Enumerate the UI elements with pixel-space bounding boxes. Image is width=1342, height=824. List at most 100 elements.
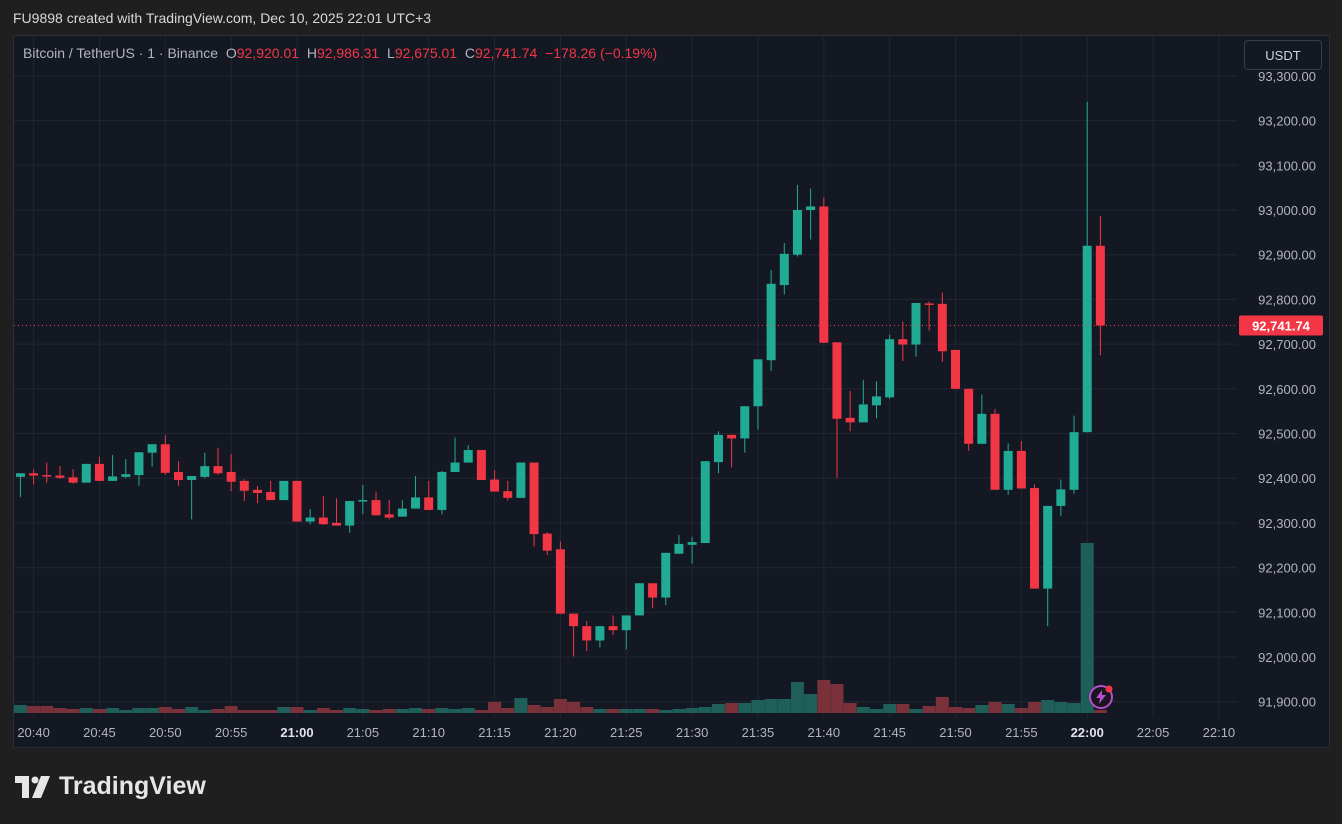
time-tick-label: 22:10 xyxy=(1203,725,1236,740)
volume-bar xyxy=(1054,702,1068,713)
candle-body xyxy=(173,471,183,480)
candle-body xyxy=(871,396,881,406)
time-tick-label: 21:15 xyxy=(478,725,511,740)
last-price-badge xyxy=(1239,315,1323,336)
currency-button[interactable]: USDT xyxy=(1244,40,1322,70)
volume-bar xyxy=(119,710,133,713)
candle-body xyxy=(266,492,276,501)
candle-body xyxy=(661,552,671,598)
candle-body xyxy=(371,500,381,516)
candle-body xyxy=(239,480,249,491)
price-tick-label: 92,400.00 xyxy=(1258,471,1316,486)
volume-bar xyxy=(672,709,686,713)
candle-body xyxy=(595,626,605,641)
volume-bar xyxy=(448,709,462,713)
lightning-icon[interactable] xyxy=(1088,684,1114,710)
volume-bar xyxy=(817,680,831,713)
time-tick-label: 21:05 xyxy=(347,725,380,740)
price-tick-label: 92,300.00 xyxy=(1258,516,1316,531)
symbol-name[interactable]: Bitcoin / TetherUS · 1 · Binance xyxy=(23,45,219,61)
volume-bar xyxy=(171,709,185,713)
volume-bar xyxy=(474,710,488,713)
candle-body xyxy=(384,514,394,518)
candle-body xyxy=(134,452,144,476)
time-tick-label: 21:50 xyxy=(939,725,972,740)
volume-bar xyxy=(869,709,883,713)
candle-body xyxy=(437,471,447,510)
candle-body xyxy=(68,477,78,483)
low-label: L xyxy=(387,45,395,61)
volume-bar xyxy=(619,709,633,713)
candle-body xyxy=(411,497,421,509)
volume-bar xyxy=(962,708,976,713)
candle-body xyxy=(516,462,526,498)
candle-body xyxy=(252,489,262,493)
price-tick-label: 92,700.00 xyxy=(1258,337,1316,352)
price-tick-label: 92,600.00 xyxy=(1258,382,1316,397)
volume-bar xyxy=(198,710,212,713)
axes: 91,900.00 92,000.00 92,100.00 92,200.00 92,3… xyxy=(14,69,1323,740)
candle-body xyxy=(463,450,473,463)
candle-body xyxy=(332,522,342,526)
volume-bar xyxy=(711,704,725,713)
volume-bar xyxy=(145,708,159,713)
tradingview-logo-icon xyxy=(15,775,50,798)
volume-bar xyxy=(382,709,396,713)
volume-bar xyxy=(593,709,607,713)
volume-bar xyxy=(66,709,80,713)
candle-body xyxy=(1016,450,1026,489)
candle-body xyxy=(727,434,737,439)
candle-body xyxy=(292,480,302,522)
volume-bar xyxy=(53,708,67,713)
volume-bar xyxy=(843,703,857,713)
price-tick-label: 93,300.00 xyxy=(1258,69,1316,84)
volume-bar xyxy=(646,709,660,713)
candle-body xyxy=(924,303,934,305)
candle-body xyxy=(29,473,39,476)
candle-body xyxy=(977,413,987,444)
candle-body xyxy=(555,549,565,614)
candle-body xyxy=(740,406,750,439)
candle-body xyxy=(529,462,539,535)
candle-body xyxy=(279,480,289,501)
open-label: O xyxy=(225,45,237,61)
candle-body xyxy=(450,462,460,472)
volume-bar xyxy=(343,708,357,713)
candle-body xyxy=(213,466,223,474)
candle-body xyxy=(1069,432,1079,490)
candle-body xyxy=(1003,450,1013,490)
candle-body xyxy=(345,500,355,526)
volume-bar xyxy=(777,699,791,713)
candle-body xyxy=(648,583,658,598)
candle-body xyxy=(885,339,895,398)
price-tick-label: 92,200.00 xyxy=(1258,561,1316,576)
time-tick-label: 22:05 xyxy=(1137,725,1170,740)
volume-bar xyxy=(1080,543,1094,713)
time-tick-label: 21:55 xyxy=(1005,725,1038,740)
time-tick-label: 21:20 xyxy=(544,725,577,740)
volume-bar xyxy=(13,705,27,713)
price-tick-label: 92,100.00 xyxy=(1258,605,1316,620)
tradingview-logo[interactable]: TradingView xyxy=(15,772,206,801)
volume-bar xyxy=(632,709,646,713)
volume-bar xyxy=(975,705,989,713)
volume-bar xyxy=(540,707,554,713)
volume-bar xyxy=(303,710,317,713)
volume-bar xyxy=(356,709,370,713)
ohlc-legend: Bitcoin / TetherUS · 1 · Binance O92,920… xyxy=(23,45,657,61)
candle-body xyxy=(1095,245,1105,326)
candle-body xyxy=(358,500,368,502)
candle-body xyxy=(937,303,947,352)
price-tick-label: 93,000.00 xyxy=(1258,203,1316,218)
candle-body xyxy=(108,476,118,481)
candle-body xyxy=(397,508,407,517)
chart-panel[interactable] xyxy=(13,35,1330,748)
candle-body xyxy=(490,479,500,492)
candle-body xyxy=(845,417,855,423)
time-tick-label: 20:50 xyxy=(149,725,182,740)
price-tick-label: 92,900.00 xyxy=(1258,248,1316,263)
volume-bar xyxy=(1014,708,1028,713)
candle-body xyxy=(1030,488,1040,589)
chart-caption: FU9898 created with TradingView.com, Dec… xyxy=(13,10,432,26)
